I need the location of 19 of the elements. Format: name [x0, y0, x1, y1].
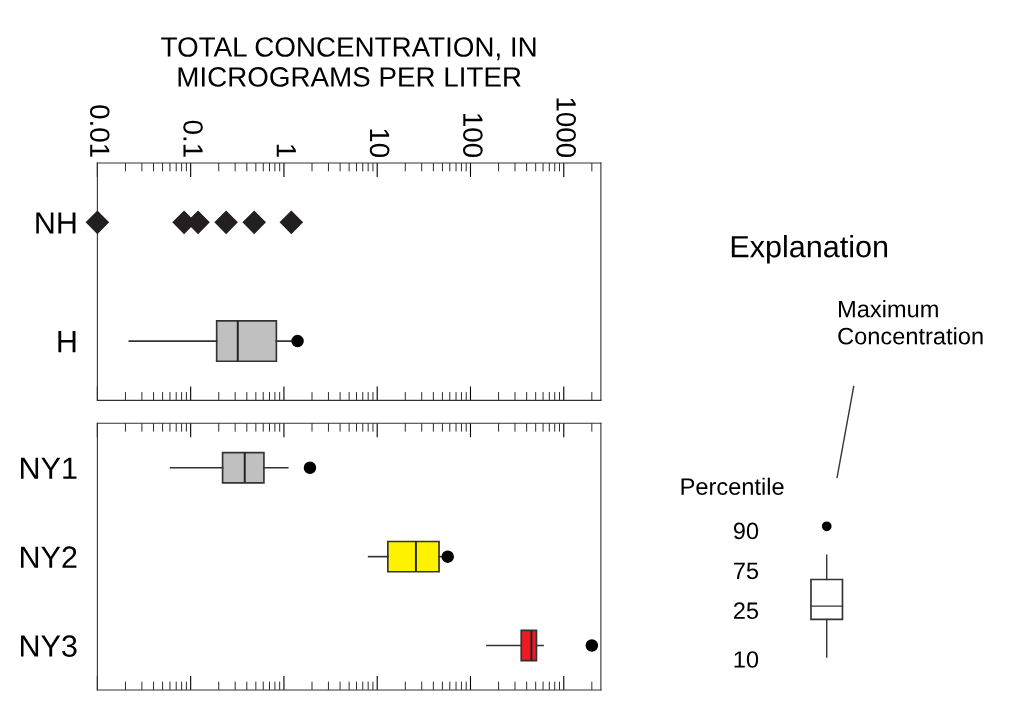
y-tick-label: NY2 — [21, 546, 77, 568]
x-tick-label: 0.1 — [183, 120, 203, 157]
text: 75 — [734, 562, 759, 580]
y-tick-label: H — [58, 331, 76, 353]
x-tick-label: 1 — [276, 144, 296, 157]
x-tick-label: 100 — [463, 113, 483, 158]
text: Percentile — [681, 477, 784, 495]
x-tick-label: 1000 — [556, 98, 576, 158]
x-tick-label: 10 — [369, 129, 390, 158]
text: Maximum Concentration — [838, 300, 983, 345]
text: Explanation — [731, 235, 888, 264]
x-tick-label: 0.01 — [89, 105, 110, 157]
text: 10 — [734, 651, 759, 668]
text: 25 — [733, 602, 759, 620]
y-tick-label: NY1 — [21, 457, 77, 479]
text: 90 — [733, 522, 759, 540]
y-tick-label: NY3 — [21, 635, 77, 657]
x-axis-title: TOTAL CONCENTRATION, IN MICROGRAMS PER LITER — [161, 37, 536, 87]
y-tick-label: NH — [36, 212, 76, 234]
